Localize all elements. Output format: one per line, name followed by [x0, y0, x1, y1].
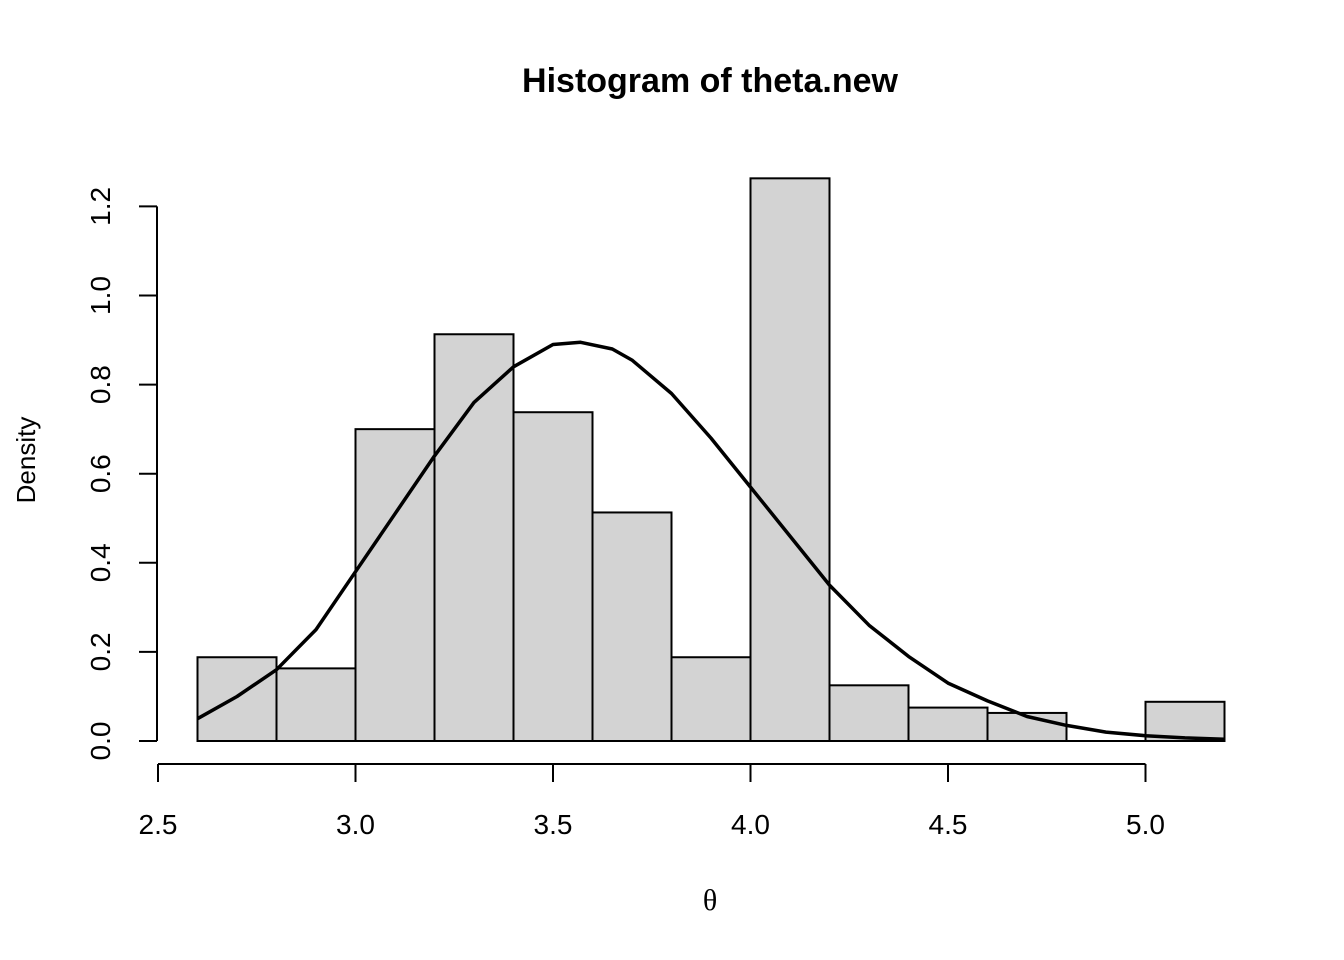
y-tick-label: 0.4	[85, 543, 116, 582]
y-axis: 0.0 0.2 0.4 0.6 0.8 1.0 1.2	[85, 187, 158, 761]
histogram-bar	[354, 428, 436, 742]
histogram-bar	[275, 667, 357, 742]
y-tick-label: 0.2	[85, 632, 116, 671]
histogram-bar	[828, 684, 910, 742]
density-curve	[196, 340, 1225, 741]
x-axis-label: θ	[703, 884, 717, 917]
x-tick-label: 2.5	[139, 809, 178, 840]
y-axis-label: Density	[11, 417, 41, 504]
y-tick-label: 0.6	[85, 454, 116, 493]
histogram-bar	[591, 511, 673, 742]
histogram-bar	[670, 656, 752, 742]
histogram-bar	[433, 333, 515, 742]
x-tick-label: 3.0	[336, 809, 375, 840]
histogram-bar	[749, 177, 831, 742]
histogram-bar	[512, 411, 594, 742]
x-tick-label: 4.0	[731, 809, 770, 840]
x-tick-label: 3.5	[534, 809, 573, 840]
y-tick-label: 1.2	[85, 187, 116, 226]
x-axis: 2.5 3.0 3.5 4.0 4.5 5.0	[139, 763, 1165, 840]
y-tick-label: 0.0	[85, 722, 116, 761]
chart-title: Histogram of theta.new	[522, 62, 898, 100]
y-tick-label: 0.8	[85, 365, 116, 404]
histogram-bar	[907, 706, 989, 743]
y-tick-label: 1.0	[85, 276, 116, 315]
x-tick-label: 5.0	[1126, 809, 1165, 840]
histogram-bar	[196, 656, 278, 742]
histogram-bars	[196, 177, 1226, 743]
x-tick-label: 4.5	[929, 809, 968, 840]
